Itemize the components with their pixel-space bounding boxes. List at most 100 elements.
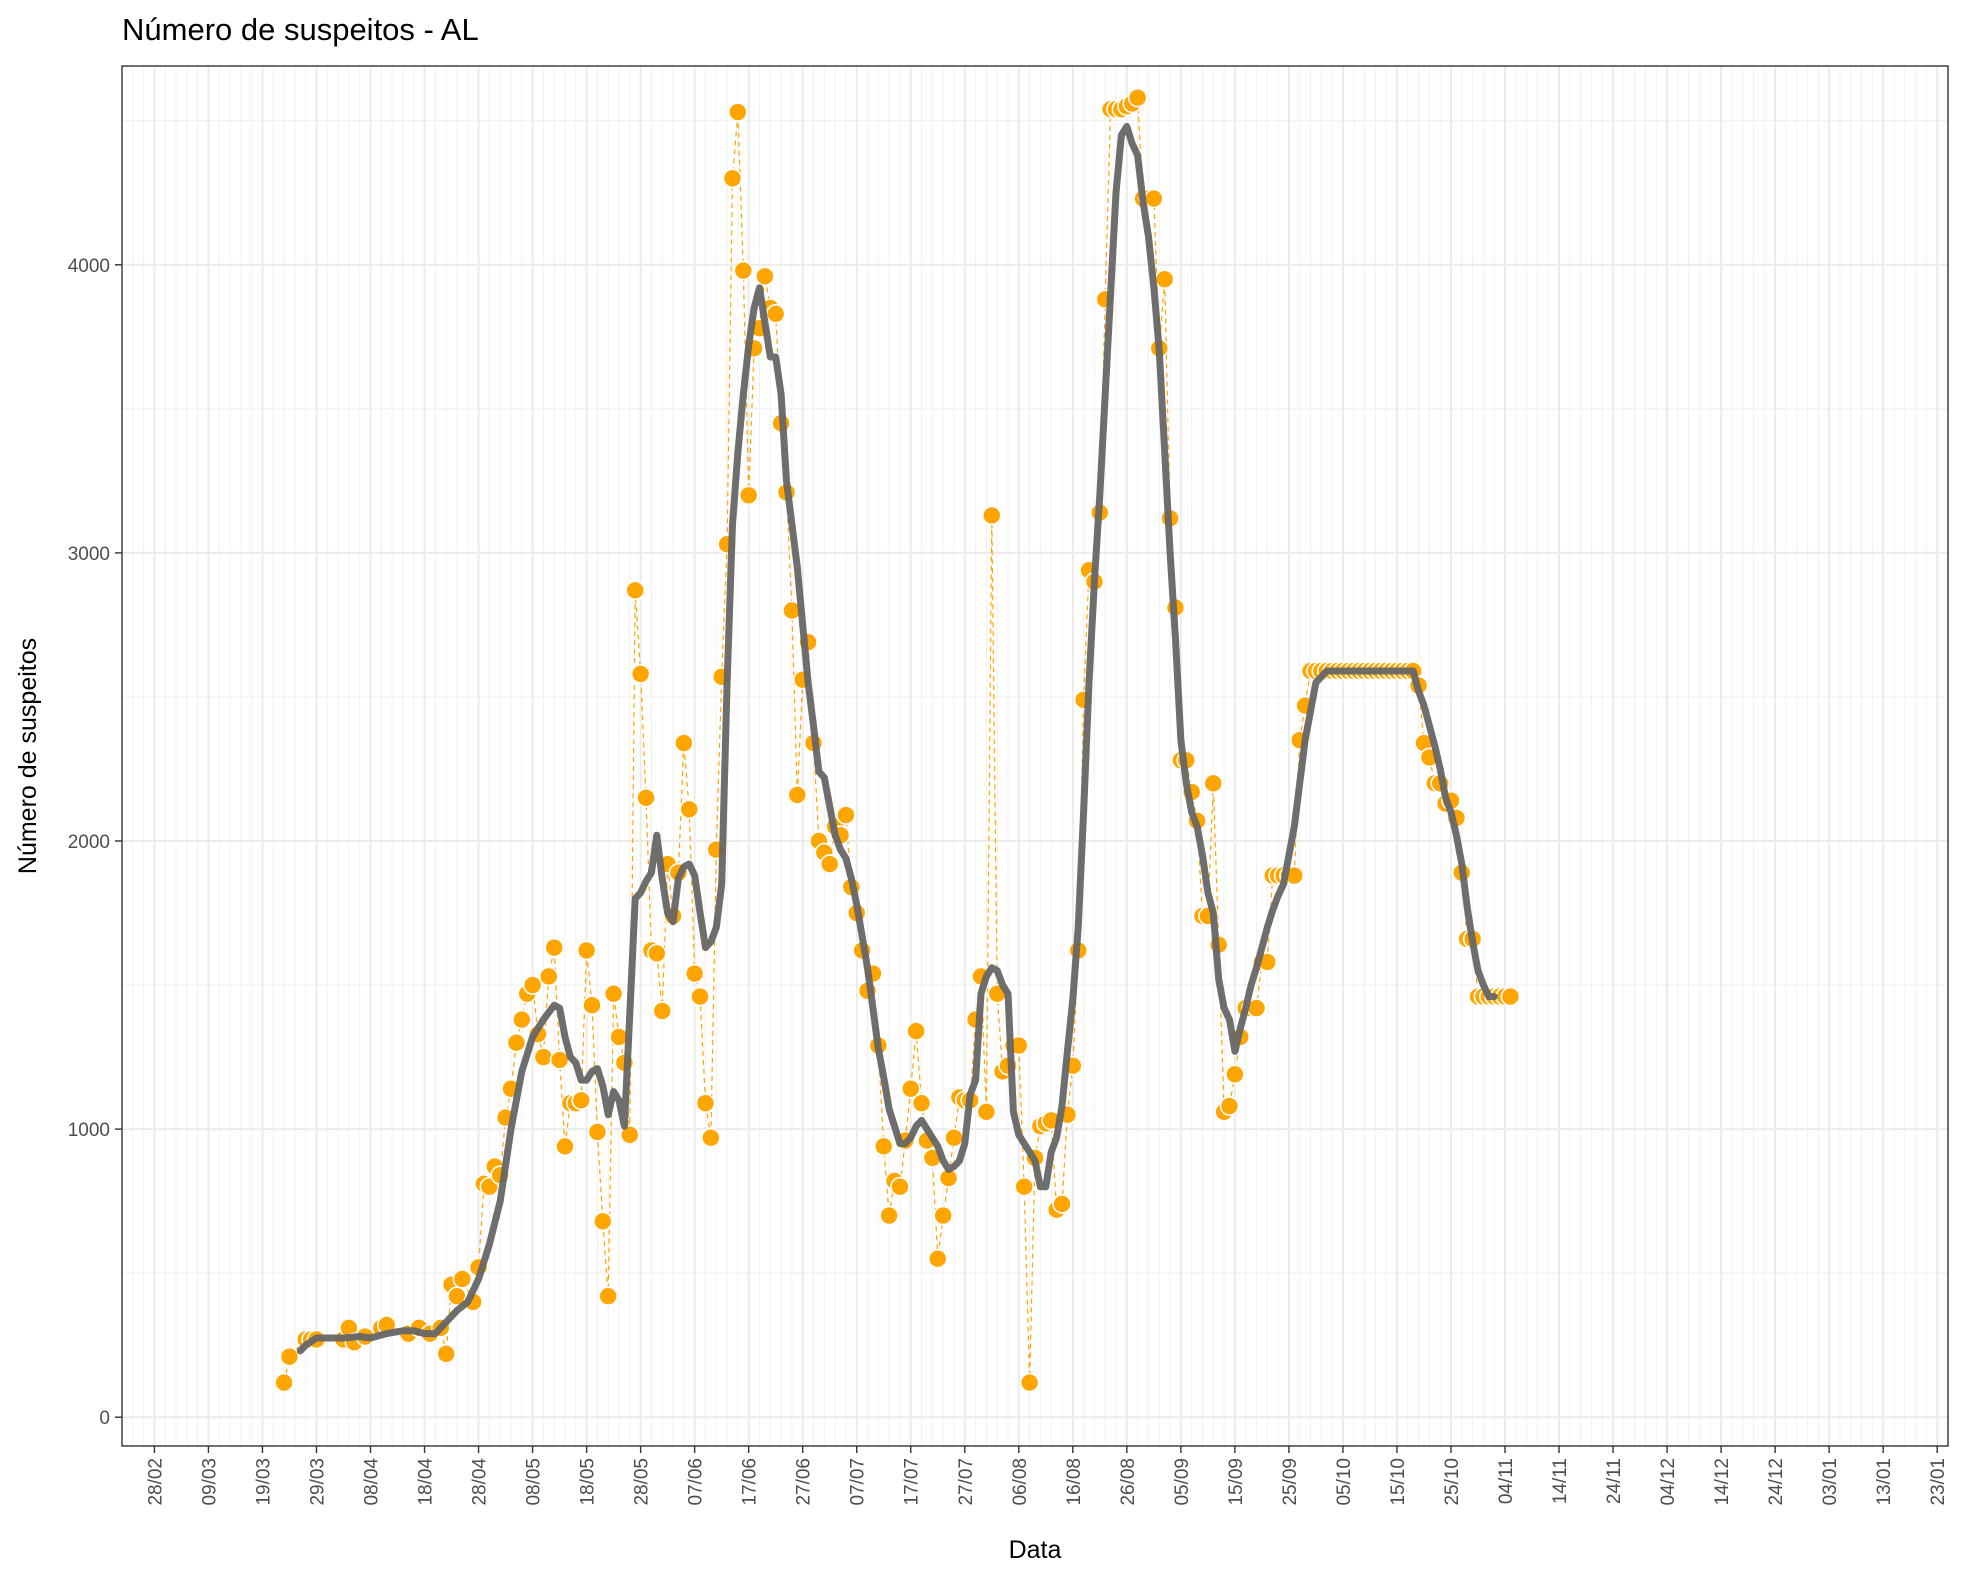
x-tick-label: 24/11 [1604, 1458, 1625, 1504]
x-tick-label: 04/11 [1496, 1458, 1517, 1504]
x-tick-label: 28/05 [632, 1458, 653, 1506]
data-point [1219, 1096, 1240, 1116]
data-point [787, 785, 808, 805]
moving-average-line [296, 123, 1498, 1355]
data-point [819, 854, 840, 874]
x-tick-label: 08/05 [524, 1458, 545, 1506]
data-point [647, 943, 667, 964]
x-axis: 28/02 09/03 19/03 29/03 08/04 18/04 28/04 08/05… [145, 1446, 1949, 1506]
x-tick-label: 07/06 [686, 1458, 707, 1506]
data-point [620, 1125, 640, 1145]
x-tick-label: 05/09 [1172, 1458, 1193, 1506]
x-tick-label: 07/07 [848, 1458, 869, 1506]
data-point [981, 505, 1002, 526]
data-point [722, 168, 743, 189]
data-point [765, 303, 786, 324]
data-point [927, 1248, 948, 1269]
y-tick-label: 2000 [68, 832, 110, 853]
x-tick-label: 28/02 [145, 1458, 166, 1506]
data-point [933, 1205, 953, 1226]
data-point [274, 1372, 294, 1393]
x-tick-label: 15/09 [1226, 1458, 1247, 1506]
x-tick-label: 15/10 [1388, 1458, 1409, 1506]
data-point [944, 1127, 964, 1148]
data-point [582, 995, 602, 1016]
data-point [1500, 986, 1521, 1007]
x-axis-title: Data [1009, 1536, 1062, 1564]
data-point [603, 983, 624, 1004]
data-point [625, 580, 646, 601]
data-point [728, 102, 748, 122]
panel-background [122, 66, 1948, 1446]
x-tick-label: 04/12 [1658, 1458, 1679, 1506]
data-point [690, 986, 710, 1007]
data-point [1019, 1372, 1040, 1393]
x-tick-label: 16/08 [1064, 1458, 1085, 1506]
data-point [879, 1205, 899, 1226]
data-point [452, 1269, 473, 1289]
data-point [836, 805, 856, 825]
data-point [587, 1122, 608, 1142]
data-point [511, 1009, 532, 1030]
y-tick-label: 4000 [68, 256, 110, 277]
x-tick-label: 29/03 [307, 1458, 328, 1506]
data-point [630, 664, 651, 684]
data-point [1154, 269, 1175, 289]
x-tick-label: 23/01 [1928, 1458, 1949, 1506]
x-tick-label: 14/12 [1712, 1458, 1733, 1506]
data-point [738, 485, 759, 506]
data-point [1052, 1194, 1072, 1214]
y-axis: 0 1000 2000 3000 4000 [68, 256, 122, 1429]
series-daily-lines [283, 96, 1511, 1383]
data-point [1014, 1176, 1034, 1197]
panel-border [121, 65, 1949, 1447]
data-point [976, 1102, 997, 1122]
data-point [701, 1127, 721, 1148]
data-point [755, 266, 775, 287]
x-tick-label: 06/08 [1010, 1458, 1031, 1506]
data-point [906, 1021, 926, 1041]
y-tick-label: 3000 [68, 544, 110, 565]
x-tick-label: 13/01 [1874, 1458, 1895, 1506]
y-axis-title: Número de suspeitos [14, 638, 42, 874]
x-tick-label: 27/06 [794, 1458, 815, 1506]
data-point [506, 1032, 527, 1053]
x-tick-label: 19/03 [253, 1458, 274, 1506]
data-point [598, 1286, 619, 1306]
x-tick-label: 17/07 [902, 1458, 923, 1506]
data-point [652, 1001, 673, 1021]
data-point [1203, 773, 1224, 794]
x-tick-label: 25/10 [1442, 1458, 1463, 1506]
data-point [571, 1090, 592, 1111]
data-point [1127, 87, 1148, 108]
series-moving-average [296, 123, 1498, 1355]
data-point [576, 940, 597, 961]
data-point [1225, 1064, 1245, 1085]
data-point [522, 975, 543, 995]
data-point [684, 963, 705, 984]
x-tick-label: 28/04 [470, 1458, 491, 1506]
x-tick-label: 08/04 [362, 1458, 383, 1506]
data-point [911, 1093, 932, 1113]
x-tick-label: 09/03 [199, 1458, 220, 1506]
data-point [279, 1346, 300, 1367]
chart-title: Número de suspeitos - AL [122, 12, 479, 47]
x-tick-label: 27/07 [956, 1458, 977, 1506]
x-tick-label: 03/01 [1820, 1458, 1841, 1506]
x-tick-label: 17/06 [740, 1458, 761, 1506]
x-tick-label: 18/04 [416, 1458, 437, 1506]
data-point [636, 787, 656, 808]
x-tick-label: 26/08 [1118, 1458, 1139, 1506]
data-point [890, 1176, 910, 1197]
data-point [538, 966, 559, 987]
data-point [873, 1136, 894, 1157]
data-point [679, 799, 700, 820]
data-point [436, 1344, 456, 1364]
y-tick-label: 0 [99, 1408, 110, 1429]
x-tick-label: 25/09 [1280, 1458, 1301, 1506]
data-point [593, 1211, 613, 1232]
daily-dashed-line [283, 96, 1511, 1383]
data-point [695, 1093, 716, 1113]
data-point [674, 733, 694, 753]
